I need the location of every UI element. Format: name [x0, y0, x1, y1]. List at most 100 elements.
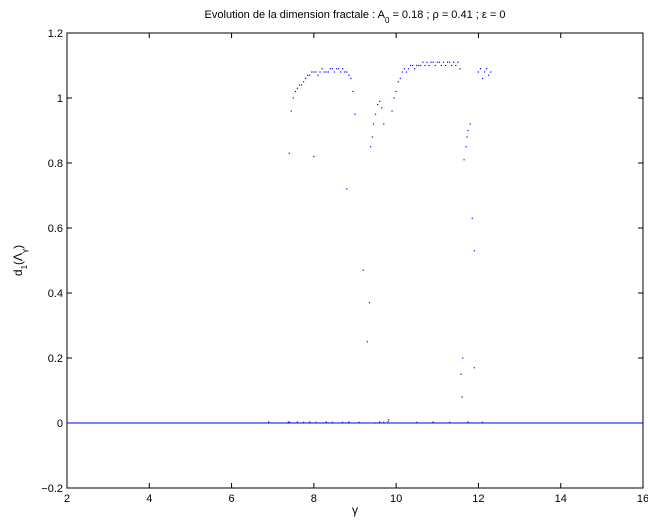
x-tick-label: 16	[637, 493, 648, 505]
data-point	[490, 71, 491, 72]
data-point	[447, 62, 448, 63]
data-point	[383, 422, 384, 423]
data-point	[317, 75, 318, 76]
data-point	[293, 97, 294, 98]
data-point	[363, 270, 364, 271]
data-point	[342, 422, 343, 423]
data-point	[461, 374, 462, 375]
data-point	[451, 65, 452, 66]
y-tick-label: 1	[57, 93, 63, 105]
data-point	[346, 71, 347, 72]
data-point	[332, 68, 333, 69]
data-point	[359, 422, 360, 423]
data-point	[443, 62, 444, 63]
data-point	[311, 71, 312, 72]
data-point	[354, 114, 355, 115]
data-point	[488, 75, 489, 76]
data-point	[414, 68, 415, 69]
data-point	[381, 107, 382, 108]
data-point	[334, 71, 335, 72]
y-tick-label: 0.2	[48, 353, 63, 365]
data-point	[455, 65, 456, 66]
data-point	[388, 419, 389, 420]
data-point	[474, 250, 475, 251]
data-point	[468, 421, 469, 422]
data-point	[309, 421, 310, 422]
data-point	[375, 114, 376, 115]
data-point	[416, 65, 417, 66]
data-point	[461, 396, 462, 397]
data-point	[375, 422, 376, 423]
data-point	[291, 110, 292, 111]
data-point	[463, 159, 464, 160]
y-tick-label: 0.8	[48, 158, 63, 170]
data-point	[367, 341, 368, 342]
data-point	[379, 101, 380, 102]
data-point	[393, 97, 394, 98]
data-point	[439, 62, 440, 63]
data-point	[484, 71, 485, 72]
data-point	[340, 71, 341, 72]
x-tick-label: 10	[390, 493, 402, 505]
data-point	[486, 68, 487, 69]
data-point	[370, 146, 371, 147]
data-point	[372, 136, 373, 137]
data-point	[326, 421, 327, 422]
x-tick-label: 14	[555, 493, 567, 505]
data-point	[465, 146, 466, 147]
y-tick-label: 1.2	[48, 28, 63, 40]
data-point	[383, 123, 384, 124]
y-tick-label: 0	[57, 418, 63, 430]
x-tick-label: 2	[64, 493, 70, 505]
x-tick-label: 6	[229, 493, 235, 505]
data-point	[297, 421, 298, 422]
data-point	[462, 357, 463, 358]
data-point	[422, 62, 423, 63]
data-point	[478, 71, 479, 72]
data-point	[412, 65, 413, 66]
data-point	[416, 422, 417, 423]
data-point	[472, 218, 473, 219]
data-point	[352, 91, 353, 92]
data-point	[424, 65, 425, 66]
data-point	[289, 422, 290, 423]
data-point	[301, 84, 302, 85]
x-tick-label: 12	[472, 493, 484, 505]
axis-ticks: 2 4 6 8 10 12 14 16 −0.2 0 0.2 0.4 0.6 0.8 1 1.2	[41, 28, 648, 505]
data-point	[289, 153, 290, 154]
data-point	[406, 71, 407, 72]
data-point	[474, 367, 475, 368]
chart-title: Evolution de la dimension fractale : A0 …	[205, 9, 506, 25]
data-point	[346, 188, 347, 189]
y-tick-label: −0.2	[41, 483, 63, 495]
data-point	[303, 81, 304, 82]
data-point	[369, 302, 370, 303]
data-point	[321, 68, 322, 69]
data-point	[408, 68, 409, 69]
data-point	[348, 75, 349, 76]
data-point	[387, 421, 388, 422]
data-point	[295, 91, 296, 92]
data-point	[315, 422, 316, 423]
data-point	[288, 421, 289, 422]
x-axis-label: γ	[352, 503, 358, 517]
data-point	[449, 62, 450, 63]
data-point	[330, 68, 331, 69]
data-point	[342, 68, 343, 69]
data-point	[315, 71, 316, 72]
data-point	[420, 65, 421, 66]
data-point	[297, 88, 298, 89]
data-points	[268, 62, 491, 424]
data-point	[480, 68, 481, 69]
data-point	[441, 65, 442, 66]
data-point	[348, 421, 349, 422]
data-point	[437, 62, 438, 63]
data-point	[426, 62, 427, 63]
plot-frame	[67, 33, 643, 488]
x-tick-label: 4	[146, 493, 152, 505]
data-point	[468, 130, 469, 131]
data-point	[377, 104, 378, 105]
data-point	[470, 123, 471, 124]
data-point	[313, 156, 314, 157]
